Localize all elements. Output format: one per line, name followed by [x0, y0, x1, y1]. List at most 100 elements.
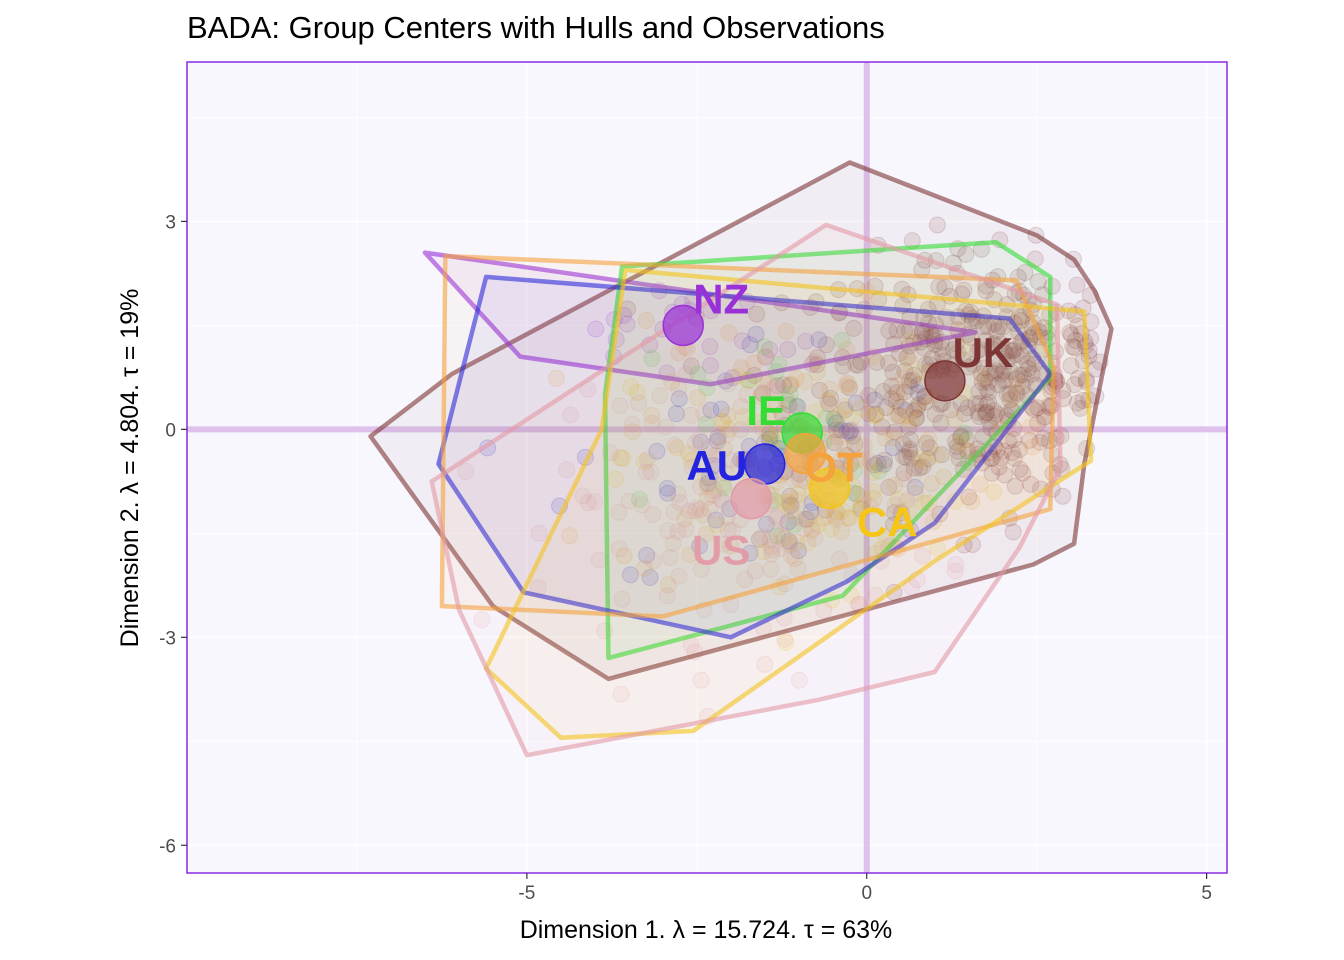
- observation-point: [986, 407, 1004, 425]
- observation-point: [1021, 418, 1039, 436]
- observation-point: [1008, 375, 1026, 393]
- observation-point: [719, 521, 737, 539]
- observation-point: [644, 552, 662, 570]
- observation-point: [748, 305, 766, 323]
- observation-point: [666, 436, 684, 454]
- observation-point: [680, 502, 698, 520]
- observation-point: [821, 380, 839, 398]
- observation-point: [826, 434, 843, 452]
- observation-point: [900, 418, 918, 436]
- observation-point: [779, 341, 797, 358]
- observation-point: [692, 478, 710, 496]
- observation-point: [888, 384, 906, 402]
- observation-point: [788, 533, 806, 551]
- observation-point: [842, 422, 859, 440]
- observation-point: [897, 448, 915, 466]
- observation-point: [756, 347, 774, 365]
- observation-point: [789, 486, 807, 504]
- observation-point: [721, 451, 739, 469]
- observation-point: [894, 435, 912, 453]
- observation-point: [885, 429, 903, 447]
- observation-point: [973, 368, 991, 386]
- observation-point: [1016, 370, 1034, 388]
- observation-point: [926, 405, 944, 423]
- observation-point: [983, 464, 1001, 482]
- observation-point: [751, 530, 768, 548]
- observation-point: [457, 462, 475, 480]
- observation-point: [959, 442, 977, 460]
- observation-point: [817, 409, 835, 427]
- plot-panel: [187, 62, 1227, 873]
- observation-point: [880, 354, 898, 372]
- observation-point: [973, 373, 991, 391]
- observation-point: [827, 421, 845, 439]
- observation-point: [777, 392, 795, 409]
- observation-point: [761, 341, 779, 359]
- observation-point: [799, 534, 817, 552]
- observation-point: [864, 463, 882, 481]
- observation-point: [976, 406, 994, 424]
- observation-point: [906, 484, 924, 502]
- hull-ot: [439, 253, 1056, 619]
- observation-point: [1007, 384, 1025, 402]
- observation-point: [892, 398, 910, 416]
- observation-point: [945, 341, 962, 359]
- observation-point: [806, 529, 824, 547]
- observation-point: [1014, 378, 1032, 396]
- observation-point: [905, 366, 923, 384]
- observation-point: [901, 440, 919, 458]
- observation-point: [612, 685, 630, 703]
- observation-point: [853, 399, 871, 417]
- center-ca: [808, 467, 851, 510]
- observation-point: [803, 520, 821, 538]
- observation-point: [715, 479, 733, 497]
- center-uk: [924, 360, 966, 402]
- observation-point: [985, 402, 1003, 420]
- observation-point: [781, 534, 799, 552]
- observation-point: [917, 393, 935, 411]
- observation-point: [782, 375, 800, 393]
- observation-point: [1064, 338, 1082, 356]
- observation-point: [1016, 264, 1034, 282]
- observation-point: [908, 409, 926, 427]
- observation-point: [1062, 326, 1080, 344]
- observation-point: [1066, 376, 1083, 394]
- observation-point: [888, 376, 906, 394]
- observation-point: [781, 496, 799, 514]
- observation-point: [558, 461, 576, 479]
- observation-point: [753, 384, 771, 402]
- observation-point: [809, 516, 827, 534]
- observation-point: [833, 331, 851, 349]
- observation-point: [864, 482, 882, 500]
- observation-point: [971, 394, 988, 412]
- observation-point: [960, 488, 978, 506]
- observation-point: [777, 322, 795, 340]
- observation-point: [762, 538, 780, 556]
- observation-point: [547, 369, 565, 387]
- observation-point: [702, 357, 719, 374]
- observation-point: [867, 405, 885, 423]
- observation-point: [683, 458, 701, 476]
- observation-point: [777, 634, 795, 651]
- label-ot: OT: [804, 444, 863, 491]
- observation-point: [956, 405, 974, 423]
- observation-point: [642, 463, 660, 481]
- observation-point: [759, 406, 777, 423]
- observation-point: [1008, 385, 1026, 403]
- observation-point: [680, 445, 698, 463]
- observation-point: [954, 339, 972, 357]
- observation-point: [692, 671, 710, 689]
- observation-point: [780, 396, 798, 414]
- observation-point: [935, 468, 953, 486]
- observation-point: [836, 401, 854, 419]
- observation-point: [700, 469, 718, 487]
- observation-point: [952, 434, 970, 451]
- observation-point: [758, 515, 775, 533]
- observation-point: [932, 414, 950, 432]
- observation-point: [901, 353, 918, 371]
- observation-point: [980, 383, 998, 401]
- observation-point: [741, 336, 759, 354]
- observation-point: [631, 490, 648, 508]
- observation-point: [755, 543, 773, 561]
- observation-point: [610, 503, 628, 521]
